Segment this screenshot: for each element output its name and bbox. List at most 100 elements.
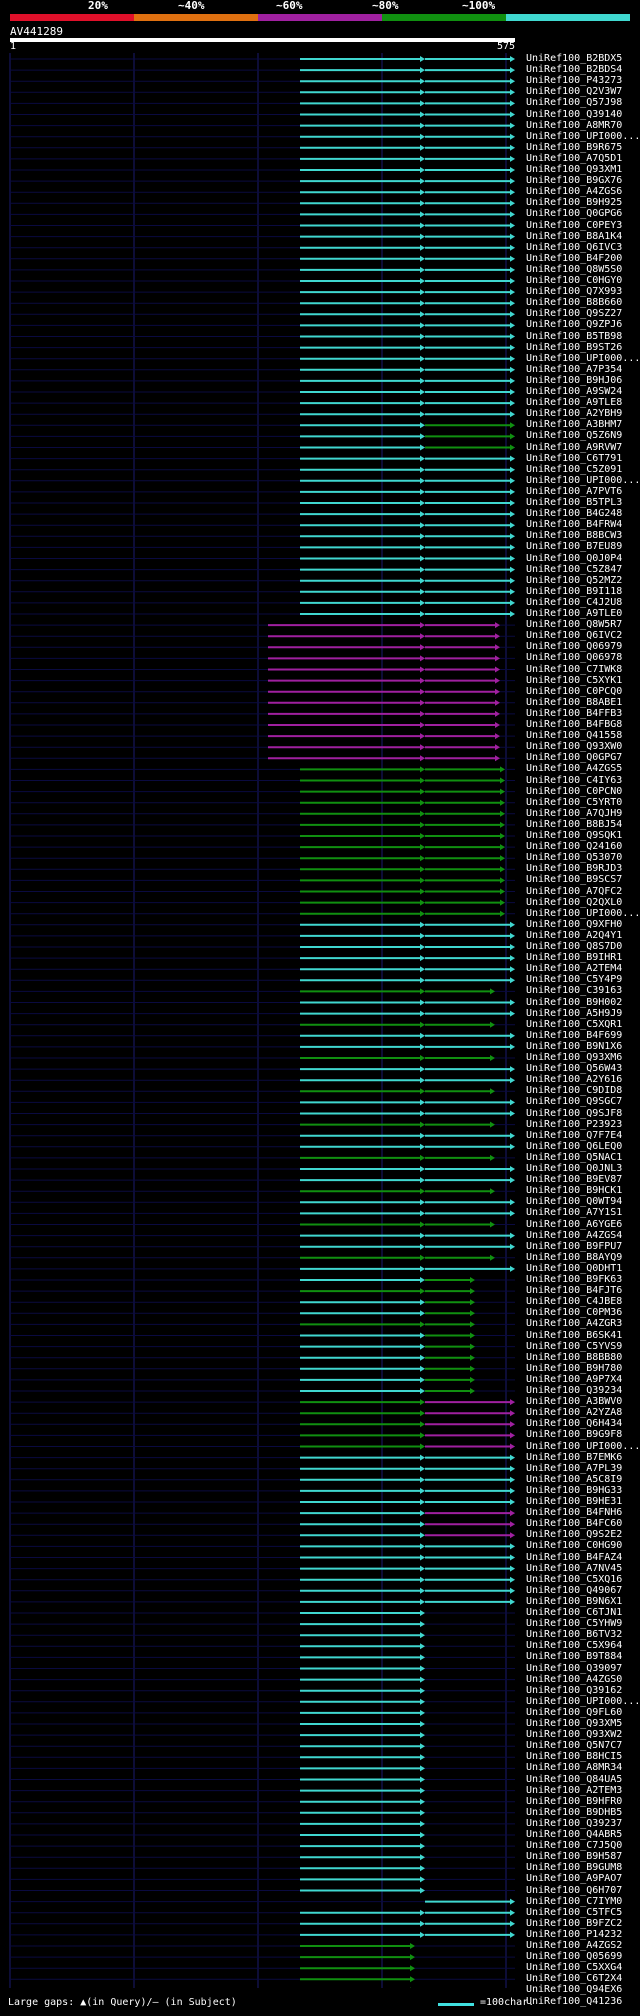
hit-label[interactable]: UniRef100_C4JBE8 bbox=[526, 1296, 623, 1308]
hit-label[interactable]: UniRef100_Q9XFH0 bbox=[526, 918, 623, 930]
hit-label[interactable]: UniRef100_A5H9J9 bbox=[526, 1007, 623, 1019]
hit-label[interactable]: UniRef100_Q0GPG6 bbox=[526, 208, 623, 220]
hit-label[interactable]: UniRef100_A4ZGS2 bbox=[526, 1940, 623, 1951]
hit-label[interactable]: UniRef100_Q9SQK1 bbox=[526, 830, 623, 841]
hit-label[interactable]: UniRef100_B9ST26 bbox=[526, 341, 623, 353]
hit-label[interactable]: UniRef100_Q9FL60 bbox=[526, 1706, 623, 1718]
hit-label[interactable]: UniRef100_C5Z847 bbox=[526, 563, 623, 575]
hit-label[interactable]: UniRef100_A9P7X4 bbox=[526, 1373, 623, 1385]
hit-label[interactable]: UniRef100_Q39237 bbox=[526, 1817, 623, 1829]
hit-label[interactable]: UniRef100_B9FK63 bbox=[526, 1274, 623, 1285]
hit-label[interactable]: UniRef100_C0PM36 bbox=[526, 1307, 623, 1319]
hit-label[interactable]: UniRef100_Q39097 bbox=[526, 1662, 623, 1674]
hit-label[interactable]: UniRef100_A4ZGS5 bbox=[526, 763, 623, 775]
hit-label[interactable]: UniRef100_Q06979 bbox=[526, 641, 623, 653]
hit-label[interactable]: UniRef100_Q0JNL3 bbox=[526, 1163, 623, 1174]
hit-label[interactable]: UniRef100_B4FBG8 bbox=[526, 719, 623, 730]
hit-label[interactable]: UniRef100_P14232 bbox=[526, 1928, 623, 1940]
hit-label[interactable]: UniRef100_A4ZGS6 bbox=[526, 186, 623, 198]
hit-label[interactable]: UniRef100_B8AYQ9 bbox=[526, 1251, 623, 1263]
hit-label[interactable]: UniRef100_B8BJ54 bbox=[526, 818, 623, 830]
hit-label[interactable]: UniRef100_Q5Z6N9 bbox=[526, 430, 623, 442]
hit-label[interactable]: UniRef100_Q9SGC7 bbox=[526, 1096, 623, 1108]
hit-label[interactable]: UniRef100_Q39162 bbox=[526, 1684, 623, 1696]
hit-label[interactable]: UniRef100_A7QFC2 bbox=[526, 885, 623, 897]
hit-label[interactable]: UniRef100_C6T791 bbox=[526, 452, 623, 464]
hit-label[interactable]: UniRef100_Q06978 bbox=[526, 652, 623, 664]
hit-label[interactable]: UniRef100_Q9SZ27 bbox=[526, 308, 623, 320]
hit-label[interactable]: UniRef100_B9I118 bbox=[526, 585, 623, 597]
hit-label[interactable]: UniRef100_B9HE31 bbox=[526, 1496, 623, 1507]
hit-label[interactable]: UniRef100_Q52MZ2 bbox=[526, 574, 623, 586]
hit-label[interactable]: UniRef100_Q0J0P4 bbox=[526, 552, 623, 564]
hit-label[interactable]: UniRef100_Q5NAC1 bbox=[526, 1151, 623, 1163]
hit-label[interactable]: UniRef100_UPI000... bbox=[526, 907, 640, 919]
hit-label[interactable]: UniRef100_A7P354 bbox=[526, 363, 623, 375]
hit-label[interactable]: UniRef100_B9T884 bbox=[526, 1651, 623, 1663]
hit-label[interactable]: UniRef100_UPI000... bbox=[526, 130, 640, 142]
hit-label[interactable]: UniRef100_B8ABE1 bbox=[526, 696, 623, 708]
hit-label[interactable]: UniRef100_C5XQR1 bbox=[526, 1018, 623, 1030]
hit-label[interactable]: UniRef100_A9TLE8 bbox=[526, 397, 623, 409]
hit-label[interactable]: UniRef100_A9RVW7 bbox=[526, 441, 623, 453]
hit-label[interactable]: UniRef100_C5XXG4 bbox=[526, 1962, 623, 1974]
hit-label[interactable]: UniRef100_B9G9F8 bbox=[526, 1429, 623, 1441]
hit-label[interactable]: UniRef100_B9DHB5 bbox=[526, 1806, 623, 1818]
hit-label[interactable]: UniRef100_UPI000... bbox=[526, 1695, 640, 1707]
hit-label[interactable]: UniRef100_B4FFB3 bbox=[526, 707, 623, 719]
hit-label[interactable]: UniRef100_Q24160 bbox=[526, 841, 623, 853]
hit-label[interactable]: UniRef100_B9HCK1 bbox=[526, 1185, 623, 1197]
hit-label[interactable]: UniRef100_C5XQ16 bbox=[526, 1573, 623, 1585]
hit-label[interactable]: UniRef100_A2Q4Y1 bbox=[526, 929, 623, 941]
hit-label[interactable]: UniRef100_Q9S2E2 bbox=[526, 1529, 623, 1541]
hit-label[interactable]: UniRef100_A2TEM4 bbox=[526, 963, 623, 975]
hit-label[interactable]: UniRef100_A3BWV0 bbox=[526, 1396, 623, 1408]
hit-label[interactable]: UniRef100_B4G248 bbox=[526, 508, 623, 520]
hit-label[interactable]: UniRef100_B4F699 bbox=[526, 1029, 623, 1041]
hit-label[interactable]: UniRef100_B4FRW4 bbox=[526, 519, 623, 531]
hit-label[interactable]: UniRef100_A2Y616 bbox=[526, 1074, 623, 1086]
hit-label[interactable]: UniRef100_Q6IVC3 bbox=[526, 241, 623, 253]
hit-label[interactable]: UniRef100_B9RJD3 bbox=[526, 863, 623, 875]
hit-label[interactable]: UniRef100_Q9ZPJ6 bbox=[526, 319, 623, 331]
hit-label[interactable]: UniRef100_Q93XM1 bbox=[526, 164, 623, 175]
hit-label[interactable]: UniRef100_A7PVT6 bbox=[526, 485, 623, 497]
hit-label[interactable]: UniRef100_C5X964 bbox=[526, 1640, 623, 1652]
hit-label[interactable]: UniRef100_Q5N7C7 bbox=[526, 1740, 623, 1752]
hit-label[interactable]: UniRef100_C7J5Q0 bbox=[526, 1840, 623, 1852]
hit-label[interactable]: UniRef100_Q49067 bbox=[526, 1584, 623, 1596]
hit-label[interactable]: UniRef100_A7NV45 bbox=[526, 1562, 623, 1574]
hit-label[interactable]: UniRef100_B8BCW3 bbox=[526, 530, 623, 542]
hit-label[interactable]: UniRef100_Q7X993 bbox=[526, 286, 623, 298]
hit-label[interactable]: UniRef100_Q93XW0 bbox=[526, 741, 623, 753]
hit-label[interactable]: UniRef100_A2YZA8 bbox=[526, 1407, 623, 1419]
hit-label[interactable]: UniRef100_Q94EX6 bbox=[526, 1984, 623, 1996]
hit-label[interactable]: UniRef100_C5YHW9 bbox=[526, 1618, 623, 1630]
hit-label[interactable]: UniRef100_B9N1X6 bbox=[526, 1040, 623, 1052]
hit-label[interactable]: UniRef100_B9HFR0 bbox=[526, 1795, 623, 1807]
hit-label[interactable]: UniRef100_C5Y4P9 bbox=[526, 974, 623, 986]
hit-label[interactable]: UniRef100_A7Q5D1 bbox=[526, 152, 623, 164]
hit-label[interactable]: UniRef100_C6T2X4 bbox=[526, 1973, 623, 1985]
hit-label[interactable]: UniRef100_Q4ABR5 bbox=[526, 1829, 623, 1840]
hit-label[interactable]: UniRef100_Q8W5S0 bbox=[526, 263, 623, 275]
hit-label[interactable]: UniRef100_B4FNH6 bbox=[526, 1507, 623, 1519]
hit-label[interactable]: UniRef100_C7IWK8 bbox=[526, 663, 623, 675]
hit-label[interactable]: UniRef100_C0PCQ0 bbox=[526, 685, 623, 697]
hit-label[interactable]: UniRef100_Q9SJF8 bbox=[526, 1107, 623, 1119]
hit-label[interactable]: UniRef100_B5TPL3 bbox=[526, 497, 623, 508]
hit-label[interactable]: UniRef100_B9H002 bbox=[526, 996, 623, 1008]
hit-label[interactable]: UniRef100_B6SK41 bbox=[526, 1329, 623, 1341]
hit-label[interactable]: UniRef100_C4IY63 bbox=[526, 774, 623, 786]
hit-label[interactable]: UniRef100_Q57J98 bbox=[526, 97, 623, 109]
hit-label[interactable]: UniRef100_Q53070 bbox=[526, 852, 623, 864]
hit-label[interactable]: UniRef100_Q05699 bbox=[526, 1951, 623, 1963]
hit-label[interactable]: UniRef100_Q6LEQ0 bbox=[526, 1140, 623, 1152]
hit-label[interactable]: UniRef100_A4ZGS4 bbox=[526, 1229, 623, 1241]
hit-label[interactable]: UniRef100_B2BDX5 bbox=[526, 53, 623, 64]
hit-label[interactable]: UniRef100_Q2QXL0 bbox=[526, 896, 623, 908]
hit-label[interactable]: UniRef100_Q93XW2 bbox=[526, 1729, 623, 1741]
hit-label[interactable]: UniRef100_A8MR34 bbox=[526, 1762, 623, 1774]
hit-label[interactable]: UniRef100_B8B660 bbox=[526, 297, 623, 309]
hit-label[interactable]: UniRef100_C39163 bbox=[526, 985, 623, 997]
